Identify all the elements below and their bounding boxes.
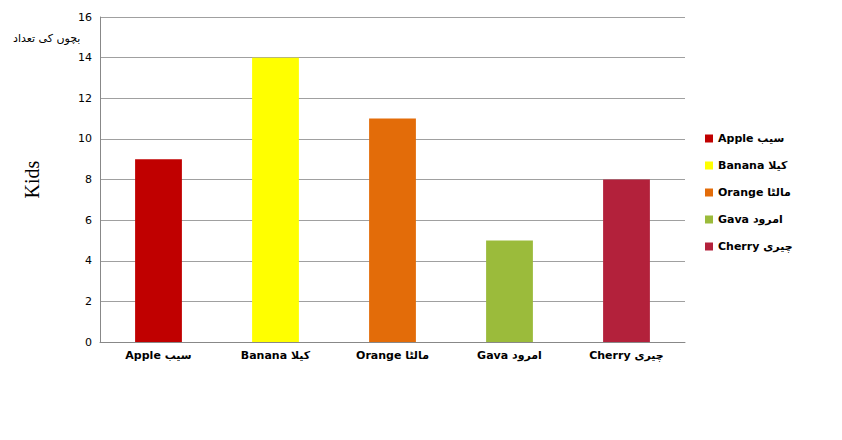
svg-text:6: 6 xyxy=(85,214,92,227)
svg-text:8: 8 xyxy=(85,173,92,186)
svg-text:Cherry چیری: Cherry چیری xyxy=(589,349,664,362)
svg-text:Cherry چیری: Cherry چیری xyxy=(718,240,793,253)
svg-text:14: 14 xyxy=(78,51,92,64)
svg-text:16: 16 xyxy=(78,11,92,24)
svg-text:Apple سیب: Apple سیب xyxy=(125,349,191,362)
svg-text:Banana کیلا: Banana کیلا xyxy=(241,349,311,362)
svg-text:Gava امرود: Gava امرود xyxy=(477,349,542,362)
svg-text:Kids: Kids xyxy=(21,160,43,198)
svg-text:12: 12 xyxy=(78,92,92,105)
svg-text:4: 4 xyxy=(85,254,92,267)
svg-text:Gava امرود: Gava امرود xyxy=(718,213,783,226)
svg-text:10: 10 xyxy=(78,132,92,145)
svg-text:0: 0 xyxy=(85,336,92,349)
svg-text:Orange مالٹا: Orange مالٹا xyxy=(718,186,791,199)
svg-text:Orange مالٹا: Orange مالٹا xyxy=(356,349,429,362)
svg-text:Banana کیلا: Banana کیلا xyxy=(718,159,788,172)
svg-text:بچوں کی تعداد: بچوں کی تعداد xyxy=(13,32,80,45)
svg-text:2: 2 xyxy=(85,295,92,308)
svg-text:Apple سیب: Apple سیب xyxy=(718,132,784,145)
